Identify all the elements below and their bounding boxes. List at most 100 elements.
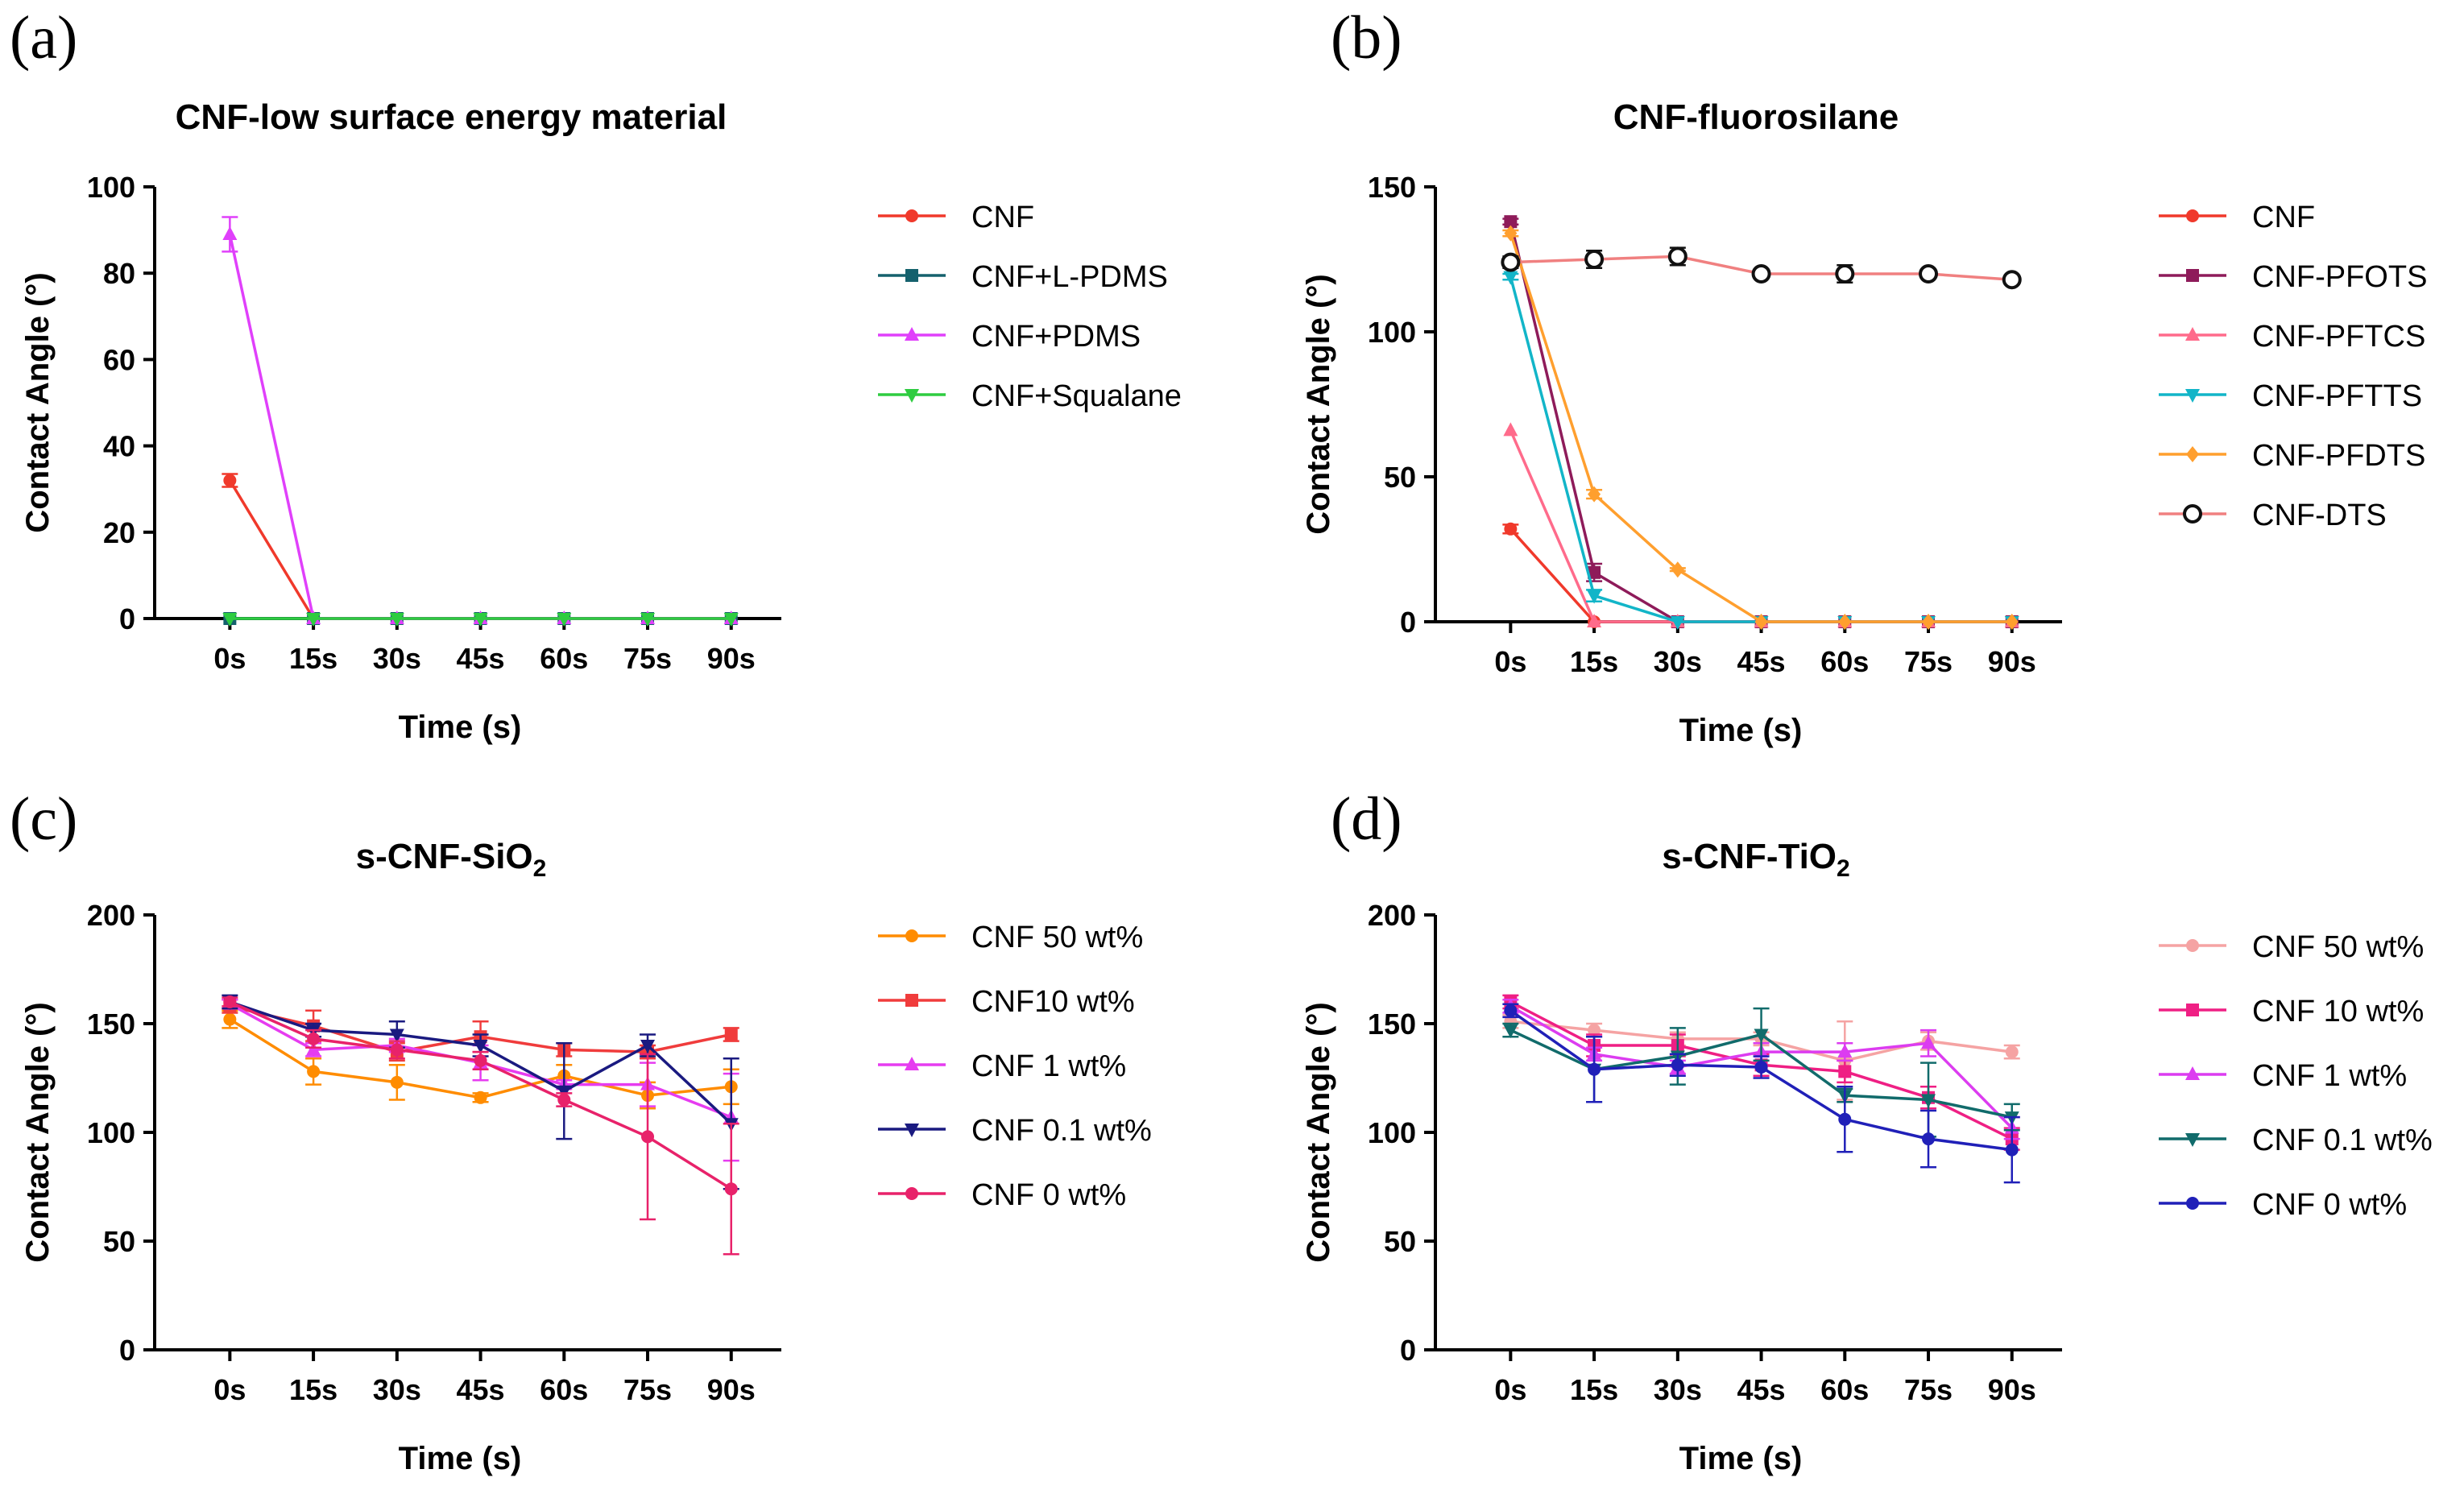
data-point bbox=[724, 1182, 738, 1196]
y-tick-label: 0 bbox=[119, 602, 135, 635]
legend-item-cnf-l-pdms: CNF+L-PDMS bbox=[878, 260, 1168, 294]
y-tick-label: 0 bbox=[1400, 606, 1416, 639]
legend-label: CNF 10 wt% bbox=[2252, 995, 2424, 1028]
data-point bbox=[723, 613, 739, 627]
y-axis-label: Contact Angle (°) bbox=[1301, 274, 1336, 534]
legend-label: CNF+Squalane bbox=[971, 379, 1182, 413]
chart-title: s-CNF-SiO2 bbox=[356, 837, 547, 882]
legend-label: CNF+PDMS bbox=[971, 320, 1141, 354]
data-point bbox=[1588, 486, 1601, 503]
legend-marker bbox=[2186, 269, 2199, 282]
legend-marker bbox=[2185, 389, 2200, 403]
data-point bbox=[1754, 614, 1768, 630]
x-tick-label: 90s bbox=[1988, 645, 2036, 678]
legend-label: CNF 0.1 wt% bbox=[2252, 1124, 2433, 1157]
legend-label: CNF-PFTTS bbox=[2252, 379, 2422, 413]
data-point bbox=[473, 613, 488, 627]
data-point bbox=[1837, 1044, 1853, 1058]
x-tick-label: 30s bbox=[1654, 645, 1702, 678]
series-cnf-dts bbox=[1501, 246, 2022, 290]
data-point bbox=[1504, 1004, 1518, 1017]
series-line bbox=[228, 479, 731, 620]
data-point bbox=[1670, 616, 1685, 630]
legend-marker bbox=[905, 327, 919, 341]
data-point bbox=[2005, 1045, 2019, 1059]
data-point bbox=[641, 1130, 655, 1144]
x-axis-label: Time (s) bbox=[399, 1441, 522, 1476]
data-point bbox=[222, 613, 238, 627]
legend-label: CNF bbox=[971, 201, 1034, 234]
data-point bbox=[1835, 264, 1855, 283]
legend-marker bbox=[905, 1057, 919, 1070]
chart-title-subscript: 2 bbox=[1837, 855, 1850, 882]
legend-marker bbox=[905, 929, 918, 942]
x-tick-label: 60s bbox=[1820, 1373, 1869, 1406]
x-axis-label: Time (s) bbox=[1679, 1441, 1803, 1476]
data-point bbox=[390, 1075, 404, 1089]
y-tick-label: 150 bbox=[1368, 1008, 1416, 1041]
y-tick-label: 60 bbox=[103, 343, 135, 376]
legend-label: CNF-DTS bbox=[2252, 499, 2387, 532]
data-point bbox=[724, 1028, 738, 1041]
x-tick-label: 15s bbox=[289, 642, 338, 675]
data-point bbox=[474, 1053, 487, 1067]
data-point bbox=[1921, 1035, 1936, 1049]
data-point bbox=[2002, 270, 2022, 290]
y-tick-label: 200 bbox=[87, 899, 135, 932]
y-tick-label: 100 bbox=[1368, 316, 1416, 349]
legend-label: CNF 1 wt% bbox=[971, 1049, 1126, 1083]
legend-item-cnf10-wt: CNF10 wt% bbox=[878, 985, 1135, 1019]
x-tick-label: 0s bbox=[213, 1373, 246, 1406]
data-point bbox=[1504, 225, 1518, 242]
y-tick-label: 150 bbox=[1368, 171, 1416, 204]
x-tick-label: 90s bbox=[1988, 1373, 2036, 1406]
x-tick-label: 45s bbox=[457, 642, 505, 675]
data-point bbox=[640, 613, 656, 627]
legend-label: CNF-PFTCS bbox=[2252, 320, 2425, 354]
x-tick-label: 45s bbox=[1737, 645, 1786, 678]
x-tick-label: 30s bbox=[373, 642, 421, 675]
chart-title-subscript: 2 bbox=[533, 855, 547, 882]
data-point bbox=[1754, 1061, 1768, 1074]
legend: CNF 50 wt% CNF 10 wt% CNF 1 wt% CNF 0.1 wt%… bbox=[2159, 930, 2433, 1222]
x-tick-label: 45s bbox=[457, 1373, 505, 1406]
x-tick-label: 75s bbox=[1904, 645, 1953, 678]
legend-label: CNF 50 wt% bbox=[2252, 930, 2424, 964]
legend-label: CNF 0 wt% bbox=[2252, 1188, 2407, 1222]
chart-title-text: CNF-fluorosilane bbox=[1613, 97, 1899, 137]
legend-marker bbox=[2186, 939, 2199, 952]
data-point bbox=[474, 1090, 487, 1104]
legend-item-cnf-pdms: CNF+PDMS bbox=[878, 320, 1141, 354]
legend-label: CNF 1 wt% bbox=[2252, 1059, 2407, 1093]
chart-panel-a: (a) CNF-low surface energy material 0 20 40 6… bbox=[10, 4, 1182, 745]
y-tick-label: 150 bbox=[87, 1008, 135, 1041]
x-tick-label: 15s bbox=[1570, 645, 1618, 678]
legend-item-cnf-50-wt: CNF 50 wt% bbox=[2159, 930, 2424, 964]
legend-label: CNF bbox=[2252, 201, 2315, 234]
y-tick-label: 200 bbox=[1368, 899, 1416, 932]
legend-item-cnf-1-wt: CNF 1 wt% bbox=[878, 1049, 1126, 1083]
legend-item-cnf-pfots: CNF-PFOTS bbox=[2159, 260, 2427, 294]
x-tick-label: 45s bbox=[1737, 1373, 1786, 1406]
data-point bbox=[557, 1093, 571, 1107]
series-line bbox=[1509, 429, 2012, 623]
legend-marker bbox=[2183, 504, 2202, 524]
data-point bbox=[389, 1028, 404, 1043]
data-point bbox=[473, 1040, 488, 1053]
chart-title: s-CNF-TiO2 bbox=[1662, 837, 1849, 882]
legend-item-cnf-dts: CNF-DTS bbox=[2159, 499, 2387, 532]
y-tick-label: 0 bbox=[1400, 1334, 1416, 1367]
data-point bbox=[1921, 1094, 1936, 1108]
data-point bbox=[1588, 1024, 1601, 1037]
data-point bbox=[1838, 1065, 1852, 1078]
legend-item-cnf-pftts: CNF-PFTTS bbox=[2159, 379, 2422, 413]
data-point bbox=[307, 1032, 321, 1045]
data-point bbox=[307, 1065, 321, 1078]
legend-label: CNF+L-PDMS bbox=[971, 260, 1168, 294]
data-point bbox=[1503, 1024, 1518, 1039]
legend-item-cnf-0-wt: CNF 0 wt% bbox=[878, 1178, 1126, 1212]
legend-item-cnf-0-wt: CNF 0 wt% bbox=[2159, 1188, 2407, 1222]
data-point bbox=[222, 226, 238, 240]
data-point bbox=[1922, 614, 1936, 630]
data-point bbox=[223, 1012, 237, 1026]
